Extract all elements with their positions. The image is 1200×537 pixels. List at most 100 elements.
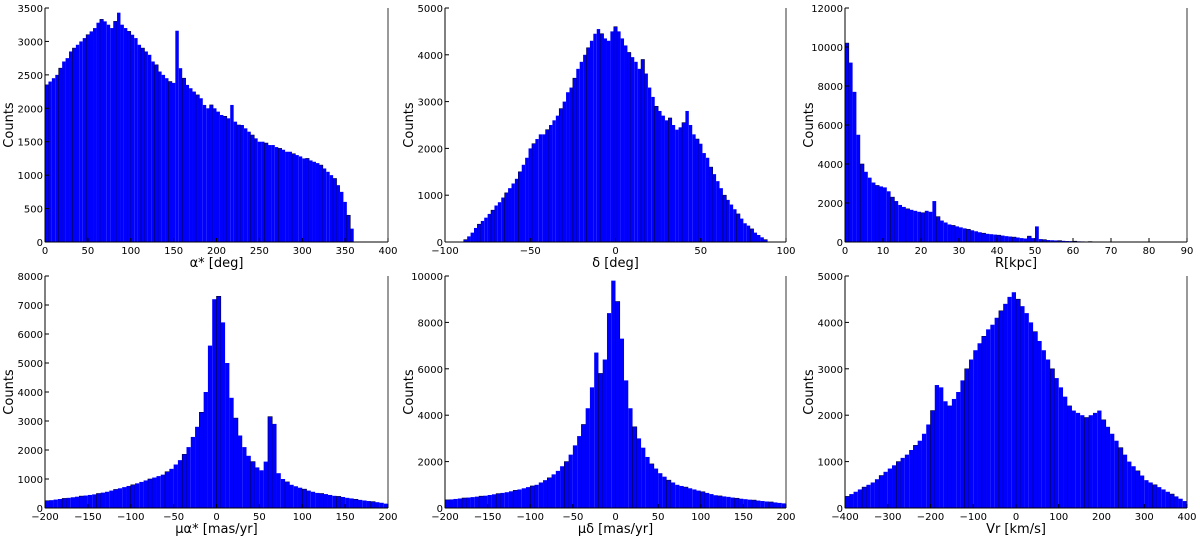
histogram-bar [66,497,71,508]
histogram-bar [1020,306,1025,508]
x-tick-label: 50 [253,512,266,523]
histogram-bar [1114,440,1119,508]
histogram-bar [985,233,990,242]
y-tick-label: 0 [837,238,843,249]
histogram-bar [637,68,642,242]
histogram-bar [993,234,997,242]
histogram-bar [848,62,853,242]
histogram-bar [634,61,638,242]
histogram-bar [165,78,169,242]
histogram-bar [943,401,948,508]
histogram-bar [223,116,228,243]
histogram-bar [658,473,663,508]
histogram-bar [764,501,769,508]
histogram-bar [1139,475,1145,508]
histogram-bar [156,476,161,508]
histogram-bar [478,495,484,509]
histogram-bar [474,496,480,508]
histogram-bar [302,158,306,242]
histogram-bar [768,501,774,509]
x-tick-label: −400 [831,512,858,523]
histogram-bar [688,125,693,242]
histogram-bar [383,503,388,508]
histogram-bar [89,31,94,243]
histogram-bar [844,496,850,509]
histogram-bar [247,131,251,242]
histogram-bar [233,121,238,242]
histogram-bar [879,186,883,242]
histogram-bar [864,171,868,242]
histogram-bar [490,209,495,243]
histogram-bar [147,54,152,242]
histogram-bar [48,81,52,242]
histogram-bar [123,28,128,243]
histogram-bar [85,34,90,243]
y-tick-label: 12000 [811,4,843,15]
histogram-bar [1127,461,1132,508]
histogram-bar [870,482,875,508]
histogram-bar [857,489,863,508]
histogram-bar [615,301,621,509]
histogram-bar [668,117,673,243]
histogram-bar [58,67,63,243]
histogram-bar [1161,489,1166,508]
histogram-bar [1118,447,1124,509]
histogram-bar [1169,493,1175,509]
histogram-bar [185,84,190,242]
histogram-bar [529,485,535,509]
y-tick-label: 7000 [18,301,43,312]
x-tick-label: 250 [250,246,269,257]
histogram-bar [504,192,509,243]
histogram-bar [164,471,170,509]
histogram-bar [662,476,667,508]
histogram-bar [1031,238,1035,242]
histogram-bar [181,77,186,243]
histogram-bar [699,143,703,242]
histogram-bar [206,108,210,242]
histogram-bar [143,480,148,508]
histogram-bar [542,134,546,242]
y-tick-label: 2000 [818,199,843,210]
histogram-bar [1084,417,1089,509]
histogram-bar [1088,415,1093,508]
histogram-bar [122,487,127,508]
histogram-bar [956,392,961,508]
histogram-bar [444,499,450,509]
histogram-bar [716,181,720,242]
histogram-bar [844,42,850,243]
histogram-bar [551,474,556,508]
x-tick-label: 150 [336,512,355,523]
y-tick-label: 10000 [411,272,443,283]
histogram-bar [1182,501,1187,508]
x-tick-label: 50 [1029,246,1042,257]
histogram-bar [230,104,234,242]
histogram-bar [900,457,905,508]
histogram-bar [83,495,88,508]
histogram-bar [1019,238,1024,242]
histogram-bar [315,163,320,242]
x-tick-label: 70 [1105,246,1118,257]
histogram-bar [651,96,655,242]
x-tick-label: −100 [517,512,544,523]
histogram-bar [1122,454,1128,508]
histogram-bar [62,61,66,242]
histogram-bar [568,454,573,508]
y-tick-label: 4000 [418,51,443,62]
histogram-bar [168,81,173,243]
histogram-bar [649,463,655,509]
histogram-bar [632,426,638,509]
histogram-bar [93,28,97,243]
histogram-bar [1007,296,1012,508]
histogram-bar [1011,236,1017,243]
histogram-bar [1003,303,1008,508]
histogram-bar [254,138,258,242]
histogram-bar [79,41,83,243]
histogram-bar [747,499,752,508]
histogram-bar [140,47,145,243]
histogram-bar [72,47,77,243]
histogram-bar [753,232,758,242]
histogram-bar [964,368,970,509]
histogram-bar [687,488,693,508]
x-tick-label: 90 [1181,246,1194,257]
histogram-bar [989,234,994,242]
